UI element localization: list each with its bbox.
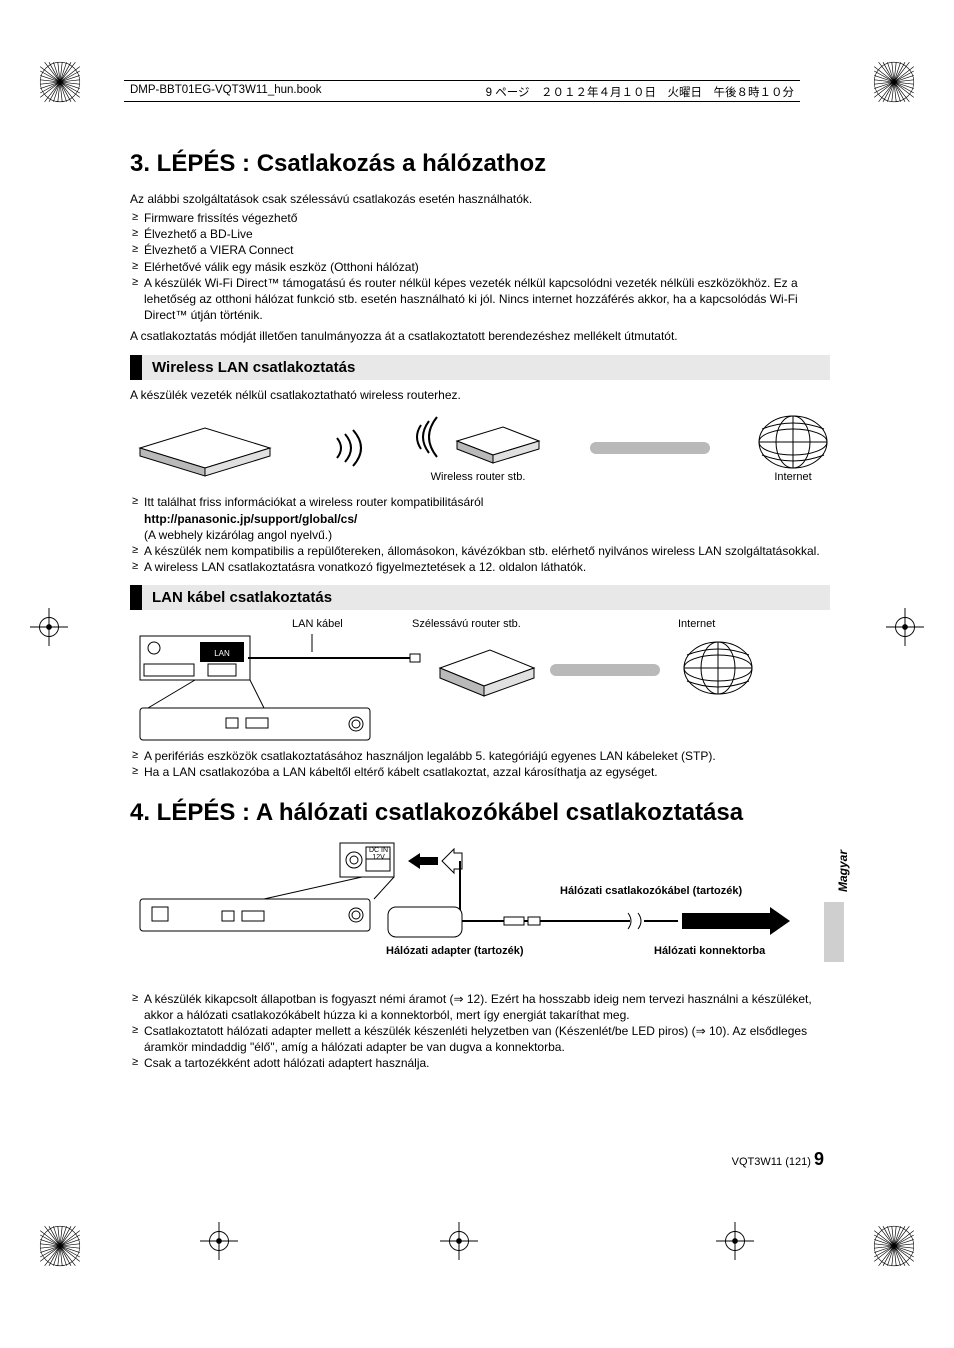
- step3-bullets: Firmware frissítés végezhető Élvezhető a…: [130, 210, 830, 323]
- connection-bar-icon: [590, 438, 710, 458]
- page-footer: VQT3W11 (121) 9: [732, 1149, 824, 1170]
- list-item: A perifériás eszközök csatlakoztatásához…: [134, 748, 830, 764]
- registration-mark: [872, 1224, 916, 1268]
- list-item: Elérhetővé válik egy másik eszköz (Ottho…: [134, 259, 830, 275]
- list-item: Firmware frissítés végezhető: [134, 210, 830, 226]
- power-diagram: DC IN12V Hálózati csatlakozókábel (tarto…: [130, 841, 830, 971]
- player-icon: [130, 416, 280, 480]
- step4-title: 4. LÉPÉS : A hálózati csatlakozókábel cs…: [130, 799, 830, 827]
- step4-bullets: A készülék kikapcsolt állapotban is fogy…: [130, 991, 830, 1072]
- list-item: Élvezhető a BD-Live: [134, 226, 830, 242]
- list-item: Ha a LAN csatlakozóba a LAN kábeltől elt…: [134, 764, 830, 780]
- crosshair-mark: [200, 1222, 238, 1260]
- list-item: Itt találhat friss információkat a wirel…: [134, 494, 830, 543]
- router-icon: [413, 413, 543, 471]
- adapter-label: Hálózati adapter (tartozék): [386, 945, 524, 957]
- side-tab-gray: [824, 902, 844, 962]
- list-item: Csak a tartozékként adott hálózati adapt…: [134, 1055, 830, 1071]
- list-item: A wireless LAN csatlakoztatásra vonatkoz…: [134, 559, 830, 575]
- broadband-router-label: Szélessávú router stb.: [412, 618, 521, 630]
- list-item: Csatlakoztatott hálózati adapter mellett…: [134, 1023, 830, 1055]
- dc-in-label: DC IN12V: [369, 847, 388, 862]
- list-item: A készülék kikapcsolt állapotban is fogy…: [134, 991, 830, 1023]
- footer-code: VQT3W11: [732, 1156, 783, 1168]
- wireless-signal-icon: [327, 428, 367, 468]
- crosshair-mark: [716, 1222, 754, 1260]
- book-header: DMP-BBT01EG-VQT3W11_hun.book 9 ページ ２０１２年…: [124, 80, 800, 102]
- ac-cable-label: Hálózati csatlakozókábel (tartozék): [560, 885, 742, 897]
- registration-mark: [38, 1224, 82, 1268]
- lang-note: (A webhely kizárólag angol nyelvű.): [144, 528, 332, 542]
- lan-diagram: LAN kábel LAN: [130, 618, 830, 748]
- lan-port-label: LAN: [214, 649, 230, 658]
- step3-title: 3. LÉPÉS : Csatlakozás a hálózathoz: [130, 150, 830, 178]
- book-meta: 9 ページ ２０１２年４月１０日 火曜日 午後８時１０分: [486, 84, 794, 98]
- lan-bullets: A perifériás eszközök csatlakoztatásához…: [130, 748, 830, 780]
- lan-internet-label: Internet: [678, 618, 715, 630]
- crosshair-mark: [886, 608, 924, 646]
- internet-label: Internet: [756, 471, 830, 483]
- page-number: 9: [814, 1149, 824, 1169]
- list-item: A készülék nem kompatibilis a repülőtere…: [134, 543, 830, 559]
- crosshair-mark: [440, 1222, 478, 1260]
- list-item: A készülék Wi-Fi Direct™ támogatású és r…: [134, 275, 830, 324]
- page-content: 3. LÉPÉS : Csatlakozás a hálózathoz Az a…: [130, 150, 830, 1078]
- step3-intro: Az alábbi szolgáltatások csak szélessávú…: [130, 192, 830, 206]
- lan-diagram-svg: LAN: [130, 628, 830, 748]
- registration-mark: [872, 60, 916, 104]
- internet-globe-icon: [756, 413, 830, 471]
- outlet-label: Hálózati konnektorba: [654, 945, 765, 957]
- registration-mark: [38, 60, 82, 104]
- wireless-sub: A készülék vezeték nélkül csatlakoztatha…: [130, 388, 830, 402]
- list-item: Élvezhető a VIERA Connect: [134, 242, 830, 258]
- lan-head: LAN kábel csatlakoztatás: [130, 585, 830, 610]
- router-label: Wireless router stb.: [413, 471, 543, 483]
- footer-seq: (121): [785, 1156, 811, 1168]
- language-tab: Magyar: [836, 850, 850, 892]
- power-diagram-svg: [130, 841, 830, 961]
- book-filename: DMP-BBT01EG-VQT3W11_hun.book: [130, 84, 322, 98]
- step3-note: A csatlakoztatás módját illetően tanulmá…: [130, 329, 830, 343]
- wireless-head: Wireless LAN csatlakoztatás: [130, 355, 830, 380]
- crosshair-mark: [30, 608, 68, 646]
- wireless-bullets: Itt találhat friss információkat a wirel…: [130, 494, 830, 575]
- compat-url: http://panasonic.jp/support/global/cs/: [144, 512, 357, 526]
- wireless-diagram: Wireless router stb. Internet: [130, 410, 830, 486]
